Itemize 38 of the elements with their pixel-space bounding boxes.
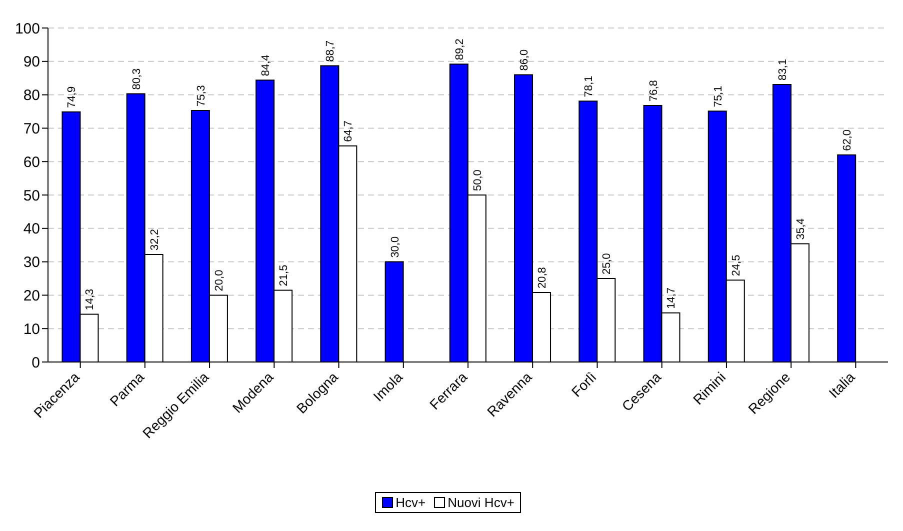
data-label: 62,0 bbox=[842, 130, 854, 151]
data-label: 84,4 bbox=[260, 54, 272, 76]
data-label: 83,1 bbox=[776, 59, 789, 80]
data-label: 21,5 bbox=[278, 264, 290, 286]
legend-label: Hcv+ bbox=[394, 495, 426, 510]
data-label: 35,4 bbox=[794, 218, 807, 240]
data-label: 30,0 bbox=[389, 236, 402, 258]
data-label: 24,5 bbox=[730, 254, 742, 276]
y-tick-label: 100 bbox=[14, 20, 40, 38]
data-label: 50,0 bbox=[472, 170, 484, 191]
data-label: 75,1 bbox=[712, 86, 724, 108]
data-label: 20,0 bbox=[213, 270, 226, 292]
y-tick-label: 80 bbox=[23, 87, 40, 104]
data-label: 86,0 bbox=[518, 49, 531, 71]
data-label: 20,8 bbox=[536, 267, 549, 289]
y-tick-label: 50 bbox=[23, 187, 40, 204]
data-label: 76,8 bbox=[648, 80, 660, 102]
y-tick-label: 10 bbox=[23, 320, 40, 338]
data-label: 32,2 bbox=[148, 229, 161, 250]
y-tick-label: 30 bbox=[23, 254, 40, 272]
x-tick-label: Italia bbox=[826, 368, 858, 402]
data-label: 78,1 bbox=[583, 76, 596, 98]
legend-label: Nuovi Hcv+ bbox=[446, 495, 514, 510]
data-label: 88,7 bbox=[324, 40, 337, 62]
data-label: 25,0 bbox=[601, 253, 614, 274]
data-label: 14,7 bbox=[666, 287, 678, 309]
y-tick-label: 60 bbox=[23, 154, 40, 171]
data-label: 75,3 bbox=[195, 85, 208, 106]
data-label: 64,7 bbox=[342, 120, 355, 142]
data-label: 74,9 bbox=[66, 86, 78, 108]
y-tick-label: 90 bbox=[23, 54, 40, 71]
y-tick-label: 0 bbox=[32, 354, 40, 372]
data-label: 80,3 bbox=[130, 68, 143, 90]
y-tick-label: 70 bbox=[23, 120, 40, 138]
y-tick-label: 40 bbox=[23, 220, 40, 238]
data-label: 89,2 bbox=[454, 38, 466, 60]
y-tick-label: 20 bbox=[23, 288, 40, 305]
data-label: 14,3 bbox=[84, 288, 96, 310]
